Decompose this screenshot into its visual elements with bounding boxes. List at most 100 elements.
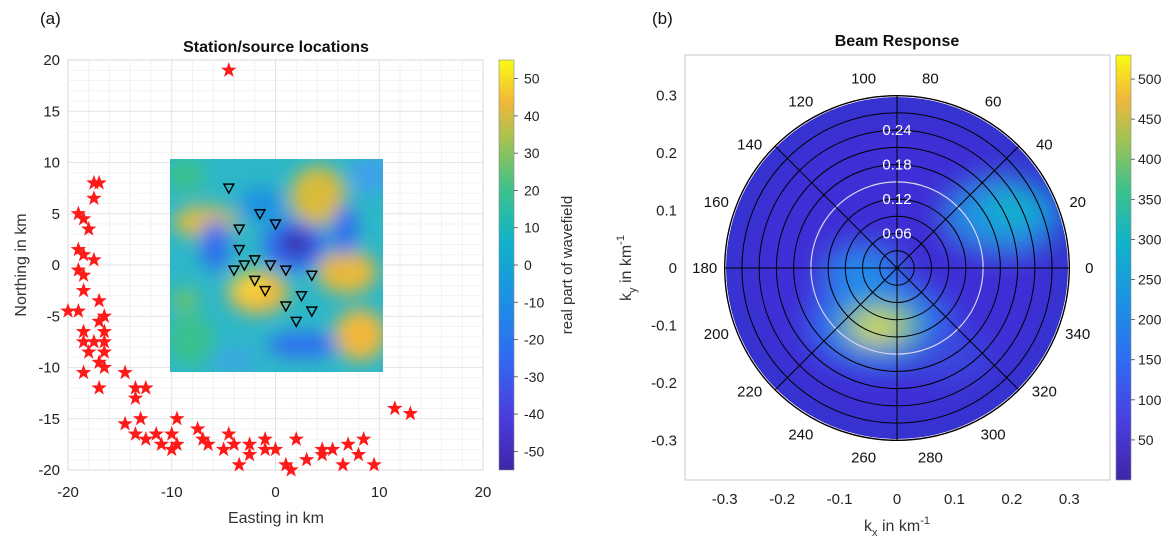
y-tick-label-b: -0.2	[651, 375, 677, 392]
wavefield-image	[170, 159, 383, 372]
y-tick-label-a: 15	[43, 103, 60, 120]
y-tick-label-a: 20	[43, 52, 60, 69]
x-tick-label-a: 0	[271, 484, 279, 501]
x-axis-label-b-sub: x	[872, 527, 878, 539]
polar-angle-label: 200	[704, 326, 729, 343]
x-tick-label-a: -20	[57, 484, 79, 501]
y-tick-label-b: 0	[669, 260, 677, 277]
station-triangle	[253, 209, 267, 221]
x-tick-label-a: -10	[161, 484, 183, 501]
axis-ticks-a: -20 -10 0 10 20 -20 -15 -10 -5 0 5 10 15 20	[38, 52, 491, 501]
x-tick-label-a: 20	[475, 484, 492, 501]
station-triangle	[290, 316, 303, 328]
station-triangle	[227, 265, 241, 277]
polar-angle-label: 340	[1065, 326, 1090, 343]
polar-angle-label: 60	[985, 93, 1002, 110]
polar-angle-label: 180	[692, 260, 717, 277]
colorbar-tick-label-a: -20	[524, 332, 544, 348]
polar-angle-label: 260	[851, 449, 876, 466]
polar-angle-labels: 0 20 40 60 80 100 120 140 160 180 200 220 240 260 280 3…	[692, 71, 1093, 467]
x-tick-label-b: -0.2	[769, 491, 795, 508]
y-tick-label-a: -20	[38, 462, 60, 479]
y-tick-label-a: -5	[47, 308, 60, 325]
polar-angle-label: 240	[788, 427, 813, 444]
colorbar-tick-label-b: 250	[1138, 272, 1162, 288]
station-triangle	[305, 270, 319, 282]
polar-spoke	[774, 145, 898, 269]
station-triangle	[279, 301, 293, 313]
y-axis-label-a: Northing in km	[13, 213, 30, 316]
station-triangle	[238, 260, 251, 272]
polar-spoke	[774, 267, 898, 391]
colorbar-tick-label-b: 100	[1138, 392, 1162, 408]
y-axis-label-b-sub: y	[627, 287, 639, 293]
polar-angle-label: 220	[737, 384, 762, 401]
colorbar-tick-label-a: 50	[524, 71, 540, 87]
colorbar-ticks-b: 50 100 150 200 250 300 350 400 450 500	[1131, 71, 1162, 448]
colorbar-tick-label-b: 200	[1138, 312, 1162, 328]
colorbar-tick-label-a: 10	[524, 220, 540, 236]
chart-title-a: Station/source locations	[183, 39, 369, 56]
polar-angle-label: 80	[922, 71, 939, 88]
polar-ring-label: 0.18	[882, 157, 911, 174]
plot-area-a	[60, 59, 484, 477]
y-tick-label-a: 5	[52, 206, 60, 223]
colorbar-tick-label-a: 30	[524, 145, 540, 161]
polar-angle-label: 140	[737, 136, 762, 153]
colorbar-ticks-a: -50 -40 -30 -20 -10 0 10 20 30 40 50	[514, 71, 544, 459]
station-triangle	[222, 183, 236, 195]
x-tick-label-b: -0.1	[827, 491, 853, 508]
polar-spoke	[896, 145, 1020, 269]
x-axis-label-b-sup: -1	[920, 515, 930, 527]
colorbar-tick-label-b: 350	[1138, 191, 1162, 207]
x-tick-label-b: 0.2	[1001, 491, 1022, 508]
y-tick-label-a: -10	[38, 360, 60, 377]
x-axis-label-a: Easting in km	[228, 510, 324, 527]
colorbar-tick-label-a: 20	[524, 182, 540, 198]
polar-ring-labels: 0.06 0.12 0.18 0.24	[882, 122, 911, 242]
y-tick-label-b: -0.1	[651, 317, 677, 334]
x-tick-label-b: 0	[893, 491, 901, 508]
polar-angle-label: 300	[981, 427, 1006, 444]
y-tick-label-a: -15	[38, 411, 60, 428]
polar-angle-label: 0	[1085, 260, 1093, 277]
station-triangle	[305, 306, 319, 318]
colorbar-tick-label-b: 400	[1138, 151, 1162, 167]
polar-angle-label: 120	[788, 93, 813, 110]
colorbar-tick-label-a: -40	[524, 406, 544, 422]
y-axis-label-b-main: k	[618, 292, 635, 301]
station-markers	[222, 183, 319, 328]
plot-area-b: 0 20 40 60 80 100 120 140 160 180 200 220 240 260 280 3…	[684, 54, 1111, 481]
colorbar-tick-label-b: 500	[1138, 71, 1162, 87]
x-tick-label-b: 0.1	[944, 491, 965, 508]
station-triangle	[232, 224, 246, 236]
y-tick-label-b: 0.1	[656, 203, 677, 220]
colorbar-tick-label-a: -50	[524, 443, 544, 459]
x-axis-label-b: kx in km-1	[864, 515, 930, 539]
panel-label-a: (a)	[40, 9, 61, 28]
colorbar-tick-label-a: -10	[524, 294, 544, 310]
colorbar-b	[1115, 54, 1132, 481]
colorbar-tick-label-a: -30	[524, 369, 544, 385]
polar-ring-label: 0.06	[882, 226, 911, 243]
colorbar-tick-label-a: 0	[524, 257, 532, 273]
y-axis-label-b: ky in km-1	[615, 235, 639, 301]
colorbar-label-a: real part of wavefield	[559, 196, 576, 334]
y-tick-label-a: 10	[43, 155, 60, 172]
x-tick-label-a: 10	[371, 484, 388, 501]
polar-angle-label: 280	[918, 449, 943, 466]
y-tick-label-b: 0.2	[656, 145, 677, 162]
x-tick-label-b: -0.3	[712, 491, 738, 508]
polar-angle-label: 320	[1032, 384, 1057, 401]
colorbar-tick-label-b: 150	[1138, 352, 1162, 368]
colorbar-tick-label-b: 50	[1138, 432, 1154, 448]
polar-spoke	[896, 267, 1020, 391]
y-axis-label-b-rest: in km	[618, 245, 635, 288]
y-axis-label-b-sup: -1	[615, 235, 627, 245]
axis-ticks-b: -0.3 -0.2 -0.1 0 0.1 0.2 0.3 -0.3 -0.2 -0.1 0 0.1 0.…	[651, 88, 1080, 508]
polar-grid	[724, 95, 1070, 441]
station-triangle	[248, 255, 261, 267]
station-triangle	[279, 265, 293, 277]
polar-angle-label: 100	[851, 71, 876, 88]
